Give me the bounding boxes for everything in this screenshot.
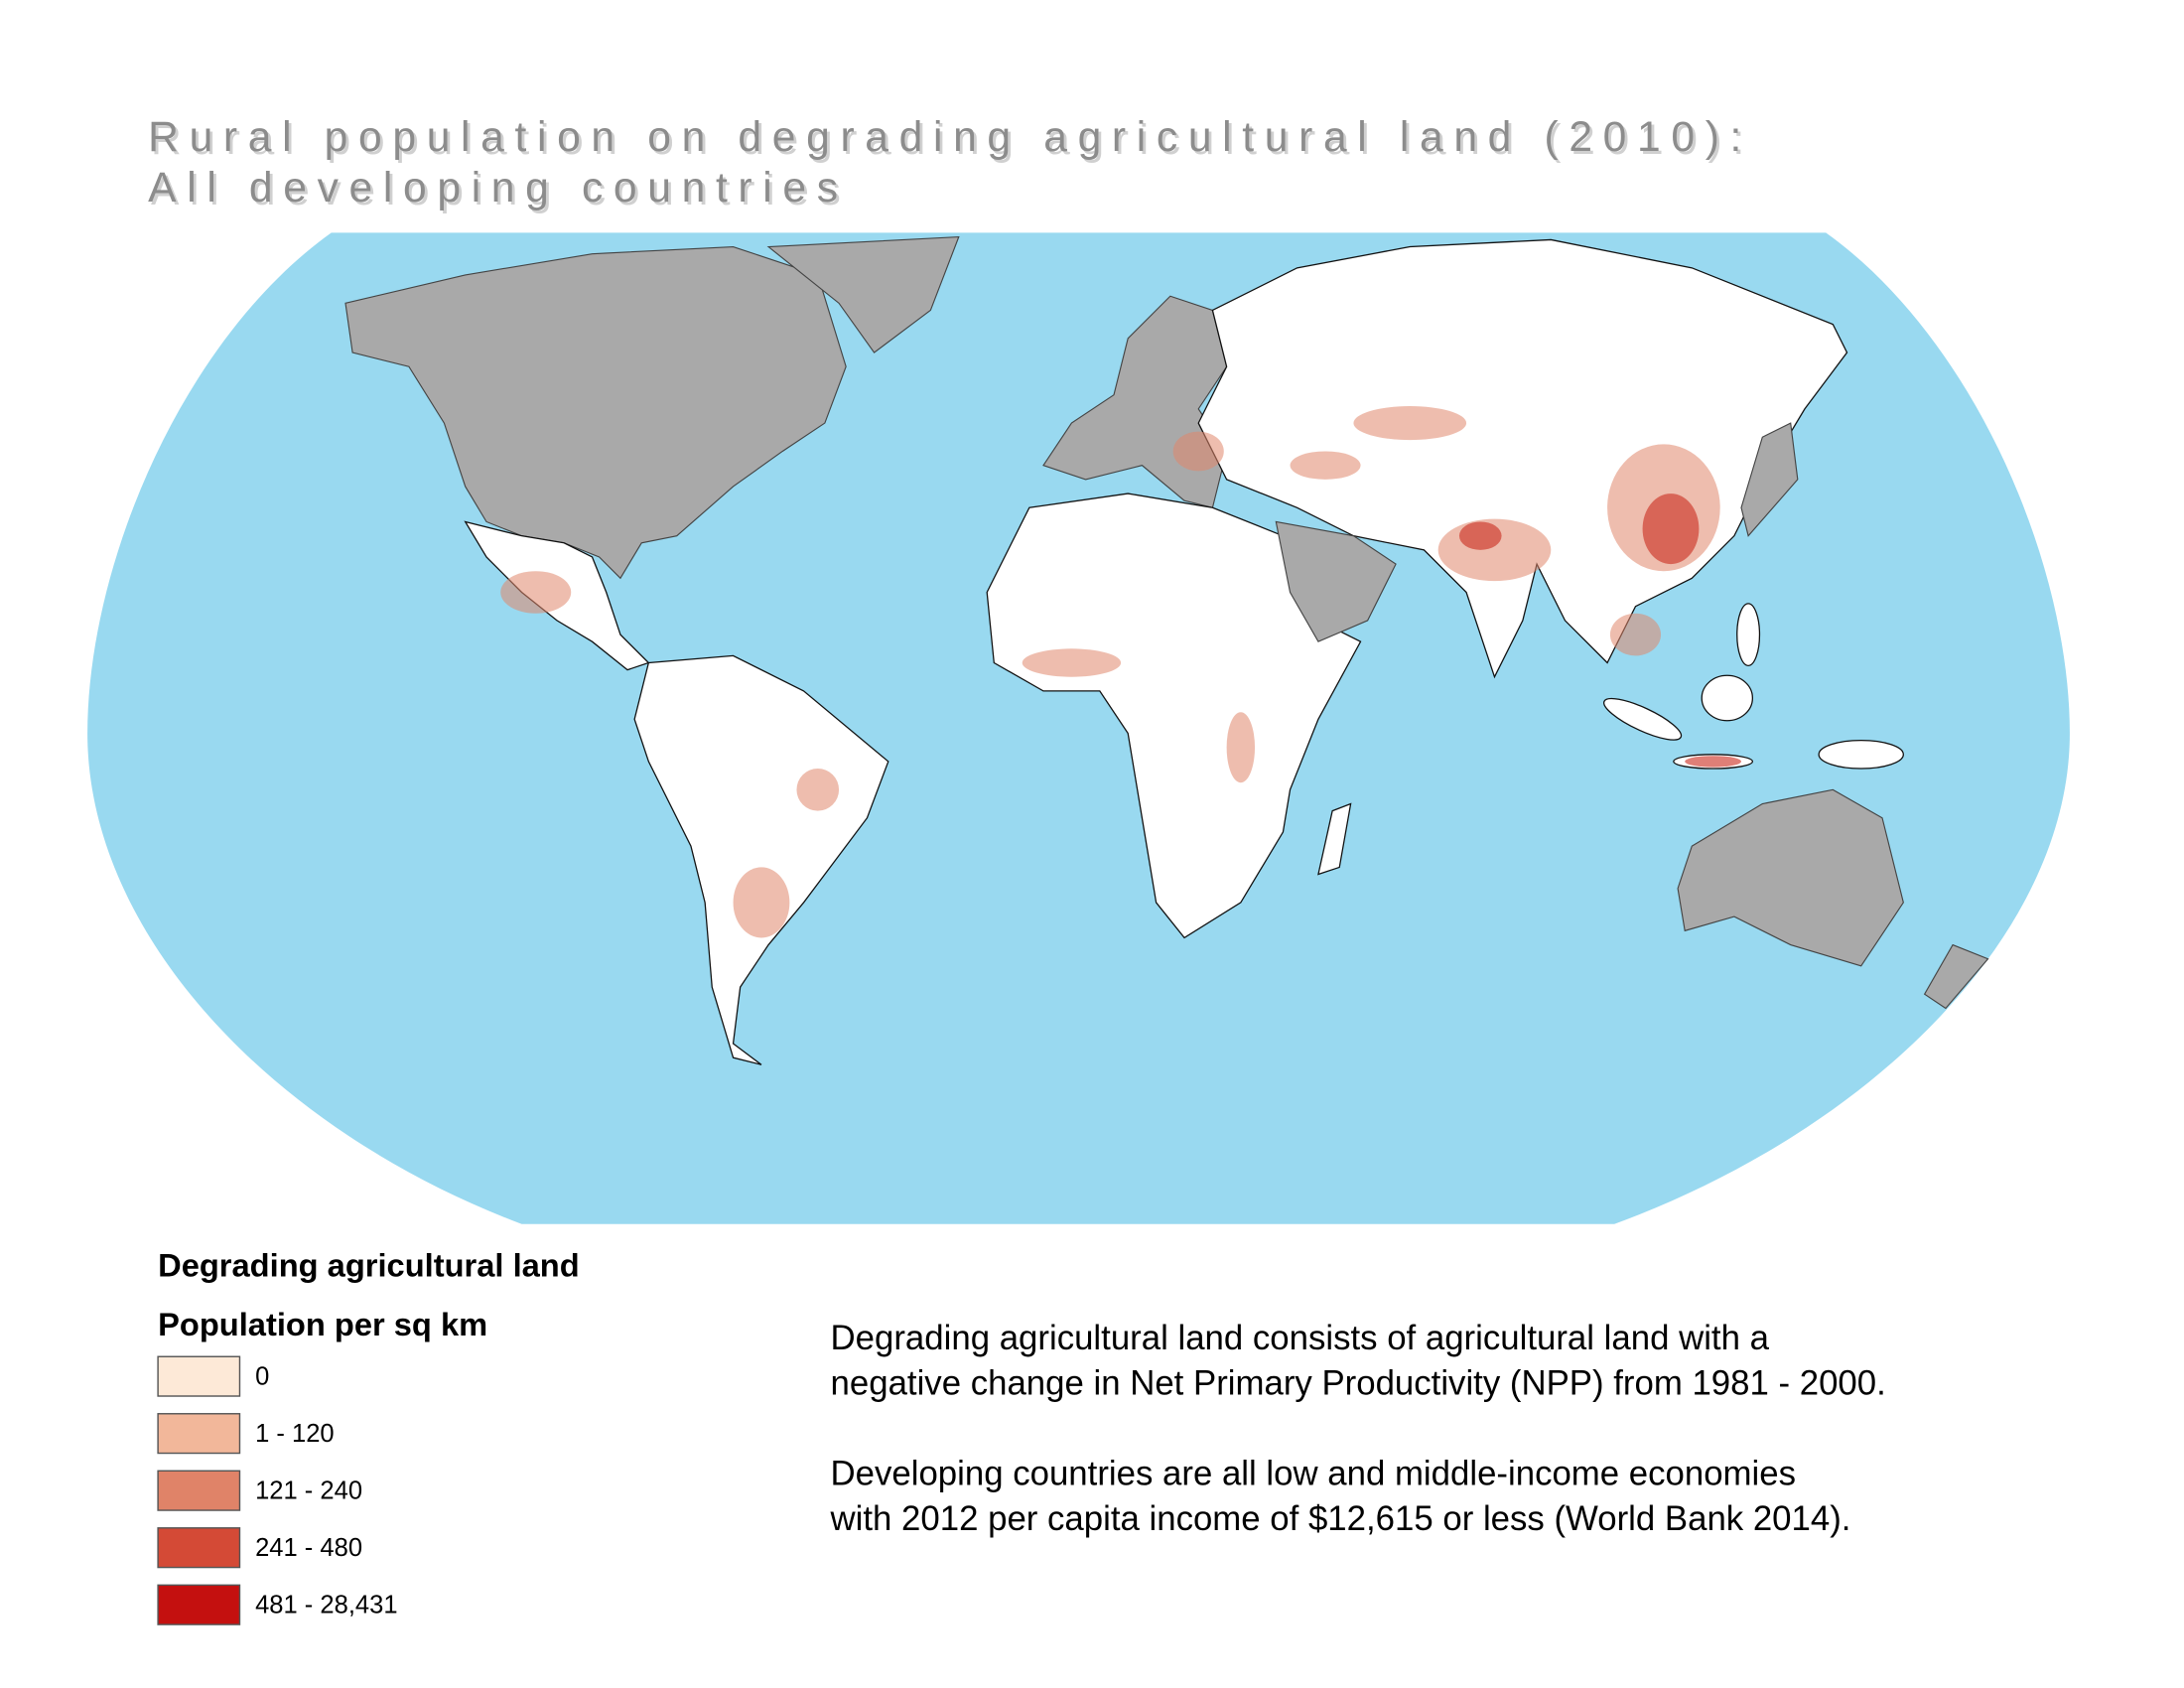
legend-swatch [157,1527,241,1569]
legend-swatch [157,1355,241,1397]
density-pattern [500,406,1742,938]
new-guinea [1818,739,1904,770]
notes: Degrading agricultural land consists of … [830,1320,1886,1538]
legend-title: Degrading agricultural land [158,1246,580,1283]
legend-label: 241 - 480 [255,1534,362,1562]
note-line: with 2012 per capita income of $12,615 o… [830,1500,1851,1538]
legend-swatch [157,1584,241,1625]
legend-subtitle: Population per sq km [158,1306,487,1342]
madagascar [1317,802,1352,876]
legend-label: 121 - 240 [255,1477,362,1504]
legend: 0 1 - 120 121 - 240 241 - 480 481 - 28,431 [157,1355,398,1625]
australia [1677,788,1904,967]
title-line: All developing countries [148,164,849,211]
legend-swatch [157,1470,241,1511]
asia [1197,238,1848,679]
legend-swatch [157,1413,241,1455]
title-shadow: Rural population on degrading agricultur… [151,116,1755,164]
map [87,232,2070,1224]
borneo [1701,674,1754,722]
note-line: Degrading agricultural land consists of … [831,1320,1770,1357]
new-zealand [1923,943,1989,1010]
japan [1740,422,1799,537]
philippines [1736,603,1761,666]
legend-label: 481 - 28,431 [255,1591,397,1618]
south-america [633,654,889,1065]
note-line: negative change in Net Primary Productiv… [831,1365,1886,1403]
note-line: Developing countries are all low and mid… [831,1455,1796,1492]
north-america [344,245,847,580]
arabia [1275,520,1397,642]
legend-label: 0 [255,1362,269,1390]
greenland [766,235,960,353]
title-line: Rural population on degrading agricultur… [148,113,1752,161]
title-shadow: All developing countries [151,167,852,214]
legend-label: 1 - 120 [255,1420,335,1448]
sumatra [1603,697,1683,741]
